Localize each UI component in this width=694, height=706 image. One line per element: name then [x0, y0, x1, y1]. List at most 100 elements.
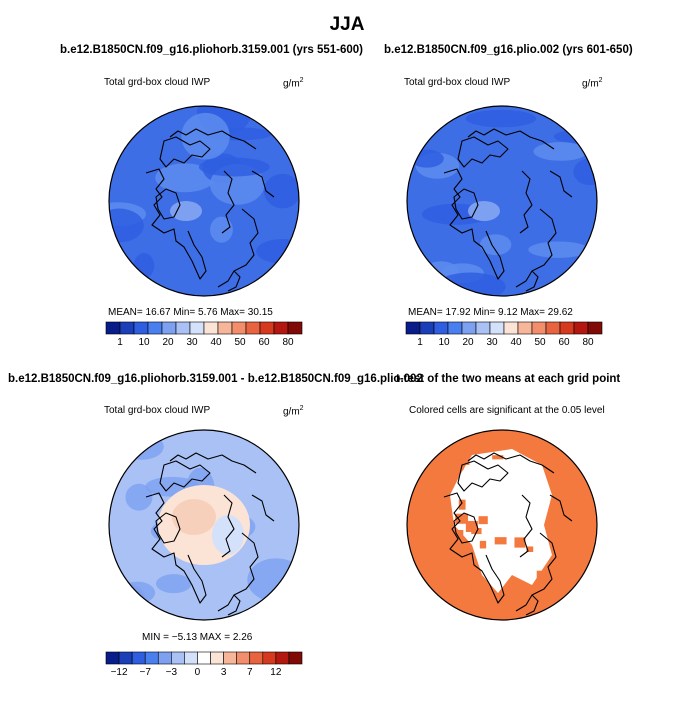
field-patch — [263, 173, 299, 209]
coastline — [155, 188, 181, 220]
colorbar-tick-label: 7 — [246, 667, 253, 678]
panel2-colorbar-ticks: 1 10 20 30 40 50 60 80 — [406, 337, 602, 351]
field-patch — [181, 112, 230, 160]
panel4-variable-label: Colored cells are significant at the 0.0… — [409, 405, 605, 416]
coastline — [227, 270, 241, 292]
significant-cell — [455, 529, 464, 535]
colorbar-cell — [503, 321, 519, 335]
colorbar-tick-label: 0 — [194, 667, 201, 678]
significant-cell — [462, 460, 470, 465]
panel1-map — [108, 105, 300, 297]
coastline — [217, 532, 259, 612]
colorbar-tick-label: 60 — [258, 337, 270, 348]
coastline — [453, 188, 479, 220]
colorbar-cell — [175, 321, 191, 335]
colorbar-tick-label: −7 — [139, 667, 151, 678]
colorbar-tick-label: 80 — [582, 337, 594, 348]
colorbar-cell — [517, 321, 533, 335]
field-patch — [528, 241, 589, 258]
colorbar-cell — [223, 651, 237, 665]
panel4-title: t-test of the two means at each grid poi… — [396, 373, 621, 385]
map-outline — [406, 429, 598, 621]
colorbar-tick-label: 1 — [417, 337, 423, 348]
colorbar-cell — [236, 651, 251, 665]
colorbar-cell — [288, 651, 303, 665]
coastline — [155, 512, 181, 544]
significant-cell — [478, 516, 488, 525]
coastline — [515, 532, 557, 612]
coastline — [515, 208, 557, 288]
colorbar-cell — [105, 651, 120, 665]
significant-cell — [526, 546, 534, 553]
colorbar-cell — [210, 651, 224, 665]
colorbar-cell — [273, 321, 289, 335]
colorbar-tick-label: 12 — [270, 667, 282, 678]
colorbar-cell — [405, 321, 421, 335]
not-significant-region — [450, 449, 552, 593]
coastline — [221, 170, 235, 234]
colorbar-cell — [433, 321, 449, 335]
colorbar-cell — [275, 651, 290, 665]
coastline — [525, 594, 539, 616]
significant-cell — [479, 540, 487, 549]
field-patch — [573, 158, 597, 186]
colorbar-cell — [189, 321, 205, 335]
colorbar-cell — [559, 321, 575, 335]
coastline — [221, 494, 235, 558]
field-patch — [479, 234, 512, 256]
coastline — [467, 128, 555, 150]
colorbar-cell — [131, 651, 146, 665]
map-outline — [108, 429, 300, 621]
field-patch — [155, 163, 215, 193]
significant-cell — [455, 513, 469, 524]
map-background — [407, 106, 597, 296]
panel3-variable-label: Total grd-box cloud IWP — [104, 405, 211, 416]
field-patch — [156, 574, 192, 594]
significant-cell — [536, 570, 546, 582]
colorbar-cell — [203, 321, 219, 335]
panel2-variable-label: Total grd-box cloud IWP — [404, 77, 511, 88]
colorbar-cell — [119, 321, 135, 335]
colorbar-cell — [133, 321, 149, 335]
colorbar-cell — [197, 651, 211, 665]
colorbar-tick-label: 30 — [186, 337, 198, 348]
panel3-stats: MIN = −5.13 MAX = 2.26 — [142, 632, 253, 643]
field-patch — [172, 499, 216, 535]
panel1-colorbar — [105, 321, 303, 335]
colorbar-tick-label: 10 — [138, 337, 150, 348]
coastline — [145, 168, 207, 280]
colorbar-cell — [447, 321, 463, 335]
panel3-map — [108, 429, 300, 621]
colorbar-tick-label: −3 — [165, 667, 178, 678]
colorbar-tick-label: 40 — [510, 337, 522, 348]
field-patch — [119, 433, 164, 460]
colorbar-tick-label: 3 — [220, 667, 227, 678]
significant-cell — [492, 455, 504, 460]
colorbar-tick-label: 50 — [534, 337, 546, 348]
colorbar-tick-label: 80 — [282, 337, 294, 348]
field-patch — [256, 238, 299, 264]
coastline — [519, 170, 533, 234]
coastline — [145, 492, 207, 604]
coastline — [525, 270, 539, 292]
coastline — [457, 136, 509, 168]
colorbar-tick-label: 50 — [234, 337, 246, 348]
colorbar-tick-label: 30 — [486, 337, 498, 348]
colorbar-cell — [118, 651, 133, 665]
coastline — [251, 170, 275, 198]
panel2-units: g/m2 — [582, 77, 603, 90]
field-patch — [564, 270, 597, 287]
significant-cell — [471, 582, 482, 594]
panel1-stats: MEAN= 16.67 Min= 5.76 Max= 30.15 — [108, 307, 273, 318]
field-patch — [198, 157, 270, 177]
colorbar-tick-label: 40 — [210, 337, 222, 348]
colorbar-cell — [262, 651, 277, 665]
panel3-colorbar-ticks: −12 −7 −3 0 3 7 12 — [106, 667, 302, 681]
colorbar-cell — [489, 321, 505, 335]
significant-cell — [458, 499, 466, 510]
colorbar-cell — [161, 321, 177, 335]
main-title: JJA — [329, 14, 365, 35]
coastline — [453, 512, 479, 544]
panel2-map — [406, 105, 598, 297]
colorbar-cell — [545, 321, 561, 335]
